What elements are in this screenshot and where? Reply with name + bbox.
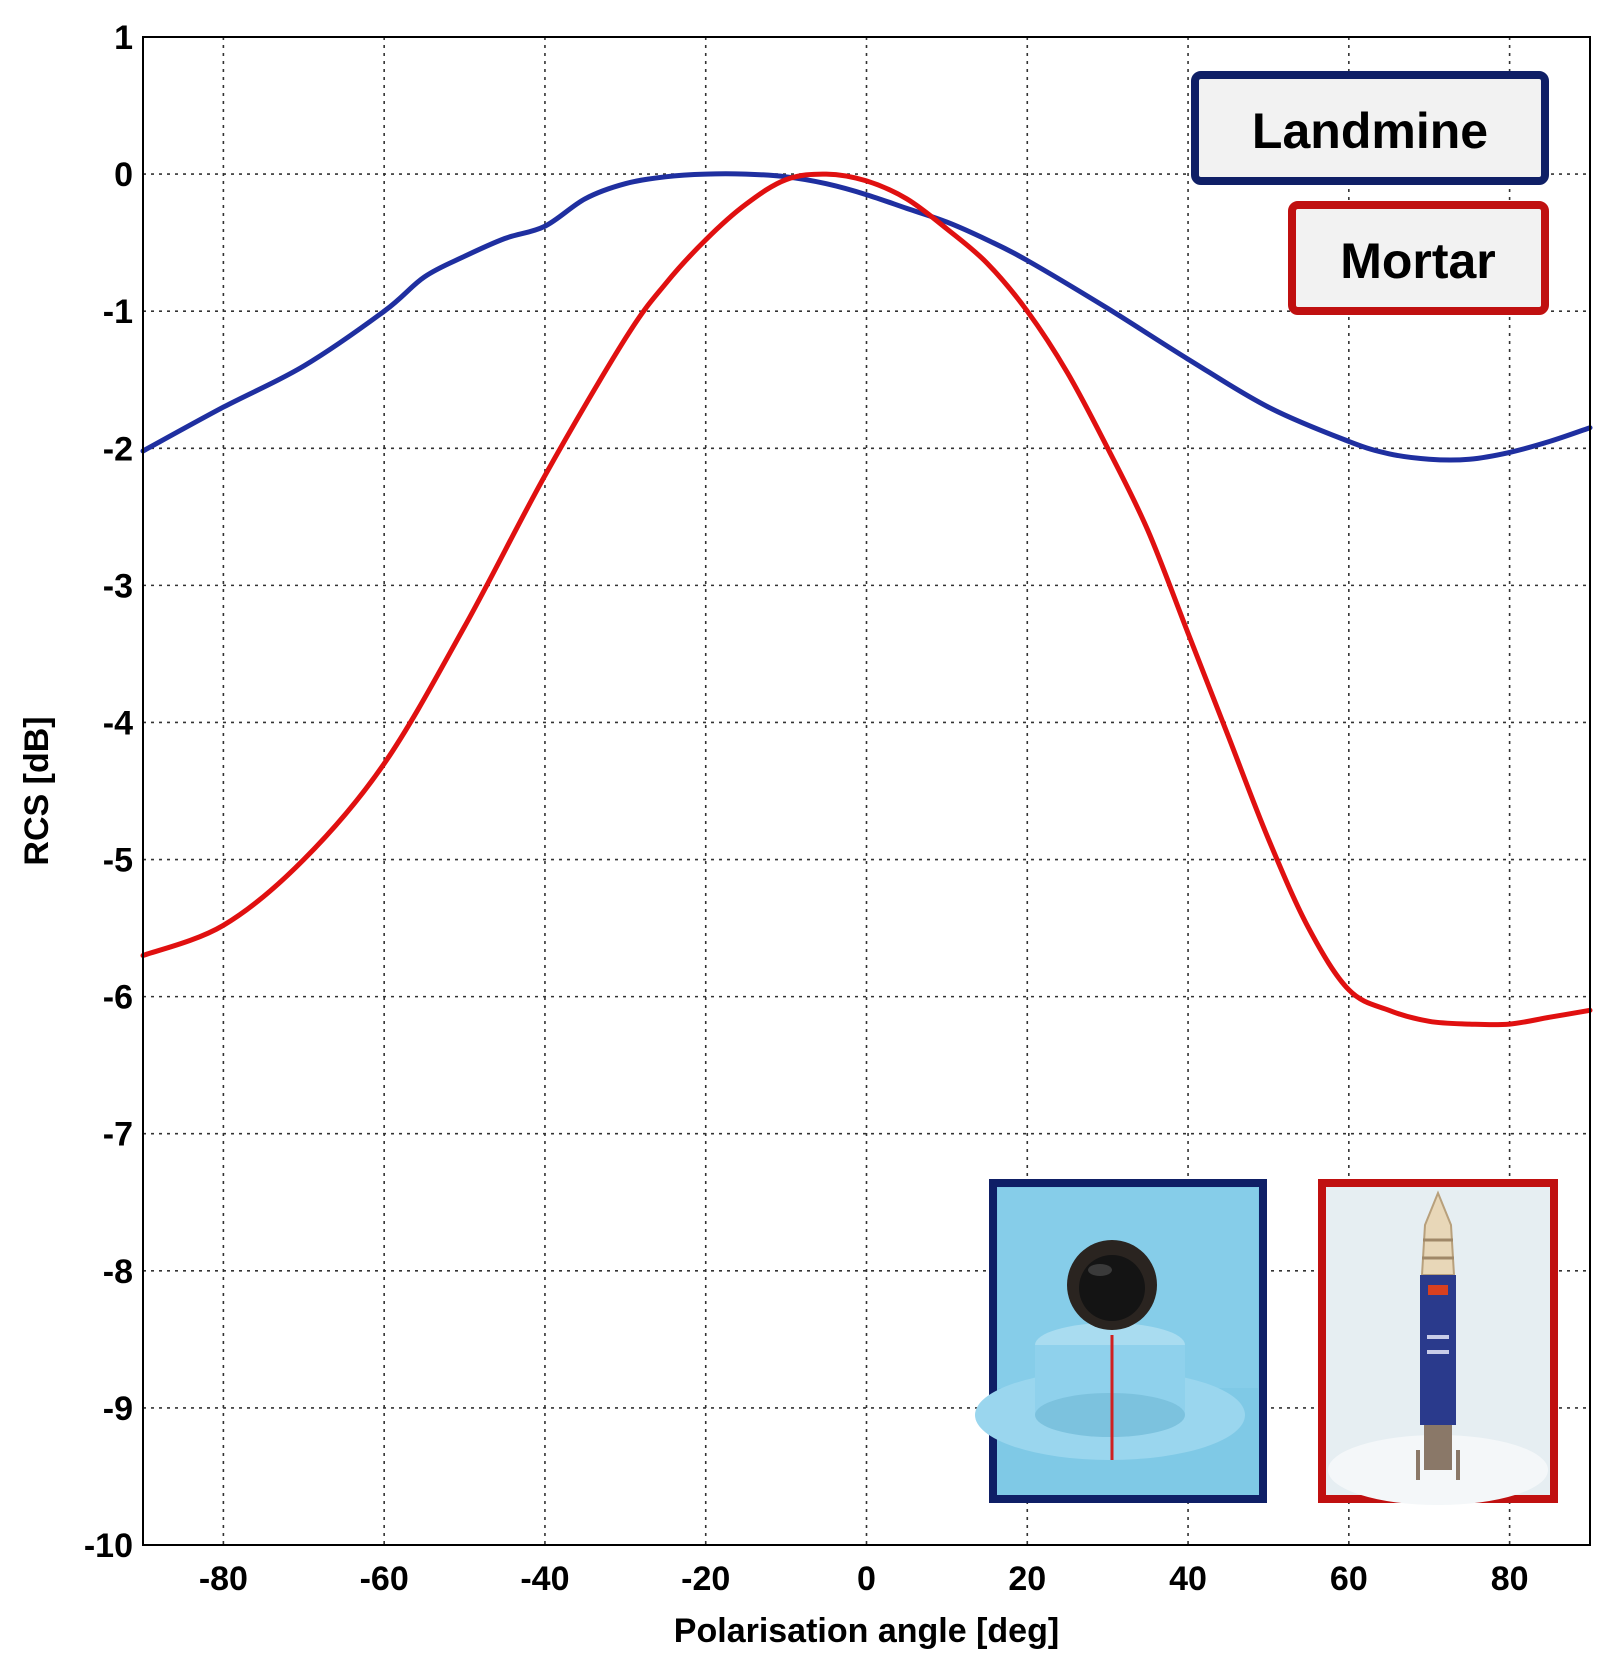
- y-tick-label: -7: [103, 1116, 133, 1154]
- y-tick-label: -2: [103, 430, 133, 468]
- x-tick-label: 0: [857, 1560, 876, 1598]
- series-lines: [140, 171, 1593, 1028]
- y-tick-label: -3: [103, 567, 133, 605]
- legend-box-landmine: [1191, 71, 1549, 185]
- x-tick-label: -20: [681, 1560, 730, 1598]
- y-tick-label: 1: [114, 19, 133, 57]
- legend-box-mortar: [1288, 201, 1549, 315]
- y-tick-label: -5: [103, 842, 133, 880]
- x-tick-label: -60: [360, 1560, 409, 1598]
- grid-lines: [143, 37, 1590, 1545]
- mortar-photo: [1318, 1179, 1558, 1505]
- legend-label-landmine: Landmine: [1252, 103, 1488, 159]
- y-axis-label: RCS [dB]: [18, 716, 56, 865]
- x-tick-label: 20: [1008, 1560, 1046, 1598]
- x-tick-label: -80: [199, 1560, 248, 1598]
- legend: Landmine Mortar: [1191, 71, 1549, 315]
- x-axis-label: Polarisation angle [deg]: [674, 1612, 1059, 1650]
- plot-frame: [142, 36, 1591, 1546]
- series-line-mortar: [140, 171, 1593, 1028]
- y-tick-label: -9: [103, 1390, 133, 1428]
- landmine-photo: [975, 1179, 1267, 1503]
- y-tick-label: -6: [103, 979, 133, 1017]
- series-line-landmine: [140, 171, 1593, 463]
- y-tick-label: 0: [114, 156, 133, 194]
- x-tick-label: -40: [520, 1560, 569, 1598]
- x-tick-label: 40: [1169, 1560, 1207, 1598]
- x-tick-label: 80: [1491, 1560, 1529, 1598]
- y-tick-label: -4: [103, 704, 133, 742]
- legend-label-mortar: Mortar: [1340, 233, 1496, 289]
- y-tick-label: -10: [84, 1527, 133, 1565]
- x-tick-label: 60: [1330, 1560, 1368, 1598]
- y-tick-label: -8: [103, 1253, 133, 1291]
- y-tick-label: -1: [103, 293, 133, 331]
- tick-labels: -80 -60 -40 -20 0 20 40 60 80 1 0 -1 -2 -3 -4 -5 -6 -7 -8 -…: [84, 19, 1529, 1598]
